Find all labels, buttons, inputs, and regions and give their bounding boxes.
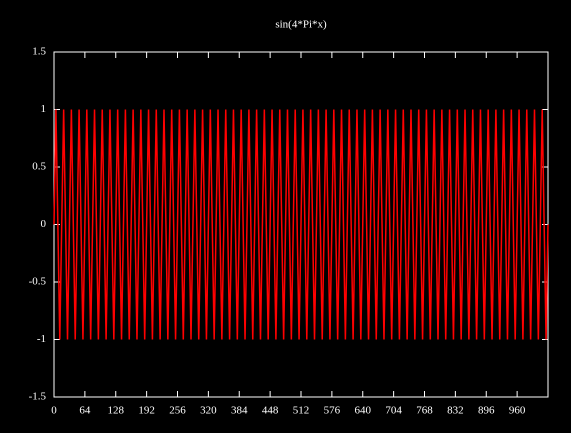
x-tick-label: 960: [509, 405, 526, 417]
x-tick-label: 320: [200, 405, 217, 417]
x-tick-label: 448: [262, 405, 279, 417]
chart-title: sin(4*Pi*x): [275, 19, 327, 31]
x-tick-label: 896: [478, 405, 495, 417]
y-tick-label: -1.5: [29, 391, 47, 403]
y-tick-label: 1.5: [32, 46, 46, 58]
x-tick-label: 768: [416, 405, 433, 417]
x-tick-label: 832: [447, 405, 464, 417]
y-tick-label: 0.5: [32, 161, 46, 173]
x-tick-label: 512: [293, 405, 310, 417]
y-tick-label: 1: [41, 103, 47, 115]
x-tick-label: 192: [138, 405, 155, 417]
y-tick-label: 0: [41, 218, 47, 230]
x-tick-label: 704: [385, 405, 402, 417]
x-tick-label: 0: [51, 405, 57, 417]
y-tick-label: -1: [37, 333, 46, 345]
y-tick-label: -0.5: [29, 276, 47, 288]
x-tick-label: 640: [355, 405, 372, 417]
x-tick-label: 128: [108, 405, 125, 417]
x-tick-label: 576: [324, 405, 341, 417]
x-tick-label: 64: [79, 405, 91, 417]
data-line: [53, 109, 549, 340]
x-tick-label: 384: [231, 405, 248, 417]
x-tick-label: 256: [169, 405, 186, 417]
